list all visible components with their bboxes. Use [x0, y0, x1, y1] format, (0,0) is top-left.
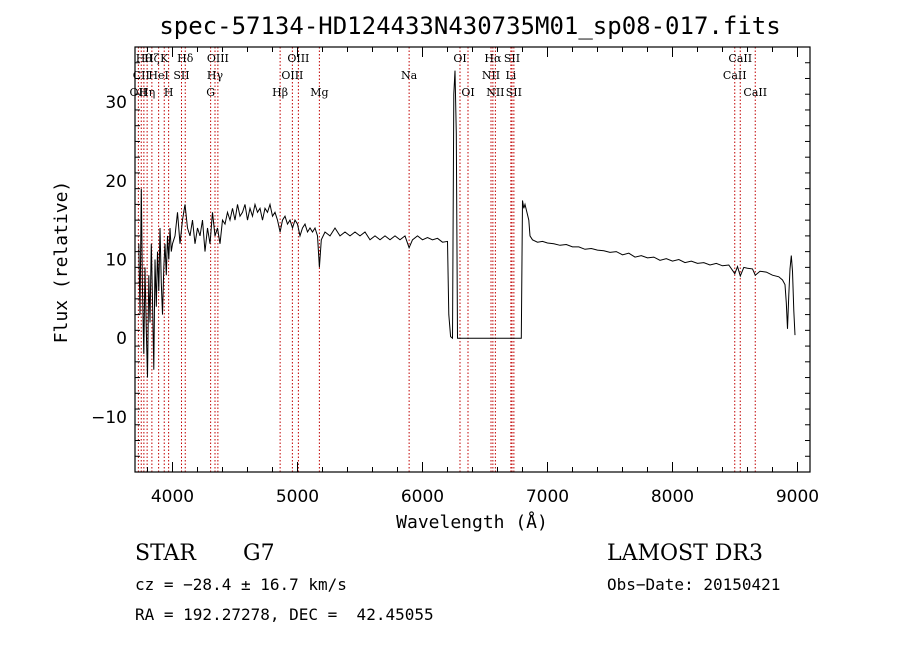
y-axis-label: Flux (relative) — [51, 181, 72, 344]
coordinates: RA = 192.27278, DEC = 42.45055 — [135, 605, 434, 624]
marker-label-5893: Na — [401, 69, 418, 82]
marker-label-6583: NII — [486, 86, 504, 99]
spectral-line-labels: OIICIIHθHηHζHeIKHSIIHδGHγOIIIHβOIIIOIIIM… — [130, 52, 768, 99]
chart-title: spec-57134-HD124433N430735M01_sp08-017.f… — [159, 12, 780, 40]
x-tick-label: 8000 — [651, 487, 694, 507]
plot-frame — [134, 46, 811, 473]
marker-label-6364: OI — [461, 86, 474, 99]
survey-name: LAMOST DR3 — [607, 541, 763, 566]
x-axis-label: Wavelength (Å) — [396, 511, 548, 533]
marker-label-8542: CaII — [728, 52, 752, 65]
object-class: STAR — [135, 541, 197, 566]
marker-label-4072: SII — [173, 69, 189, 82]
marker-label-3889: HeI — [148, 69, 168, 82]
marker-label-8498: CaII — [723, 69, 747, 82]
marker-label-4959: OIII — [281, 69, 303, 82]
marker-label-3934: K — [160, 52, 169, 65]
marker-label-4305: G — [206, 86, 215, 99]
marker-label-3797: Hη — [139, 86, 155, 99]
marker-label-4340: Hγ — [207, 69, 224, 82]
marker-label-6300: OI — [453, 52, 466, 65]
x-axis-ticks: 4000 5000 6000 7000 8000 9000 — [147, 47, 819, 507]
y-tick-label: 10 — [105, 251, 127, 271]
marker-label-4102: Hδ — [177, 52, 194, 65]
marker-label-6707: Li — [505, 69, 516, 82]
object-subclass: G7 — [243, 541, 275, 566]
x-tick-label: 6000 — [401, 487, 444, 507]
marker-label-3835: Hζ — [144, 52, 160, 65]
marker-label-6716: SII — [504, 52, 520, 65]
x-tick-label: 7000 — [526, 487, 569, 507]
marker-label-3727: OII — [130, 86, 148, 99]
x-tick-label: 4000 — [151, 487, 194, 507]
x-tick-label: 5000 — [276, 487, 319, 507]
y-tick-label: 30 — [105, 93, 127, 113]
marker-label-3969: H — [164, 86, 174, 99]
marker-label-4363: OIII — [207, 52, 229, 65]
redshift-velocity: cz = −28.4 ± 16.7 km/s — [135, 575, 347, 594]
marker-label-4861: Hβ — [272, 86, 288, 99]
marker-label-5175: Mg — [310, 86, 328, 99]
observation-date: Obs−Date: 20150421 — [607, 575, 780, 594]
spectral-line-markers — [137, 47, 756, 472]
spectrum-line — [138, 70, 796, 378]
y-axis-ticks: −10 0 10 20 30 — [91, 62, 810, 457]
marker-label-8662: CaII — [743, 86, 767, 99]
marker-label-6731: SII — [506, 86, 522, 99]
marker-label-5007: OIII — [287, 52, 309, 65]
y-tick-label: 20 — [105, 172, 127, 192]
x-tick-label: 9000 — [776, 487, 819, 507]
y-tick-label: 0 — [116, 329, 127, 349]
marker-label-6548: NII — [482, 69, 500, 82]
marker-label-6563: Hα — [484, 52, 502, 65]
marker-label-3771: Hθ — [136, 52, 153, 65]
y-tick-label: −10 — [91, 408, 127, 428]
